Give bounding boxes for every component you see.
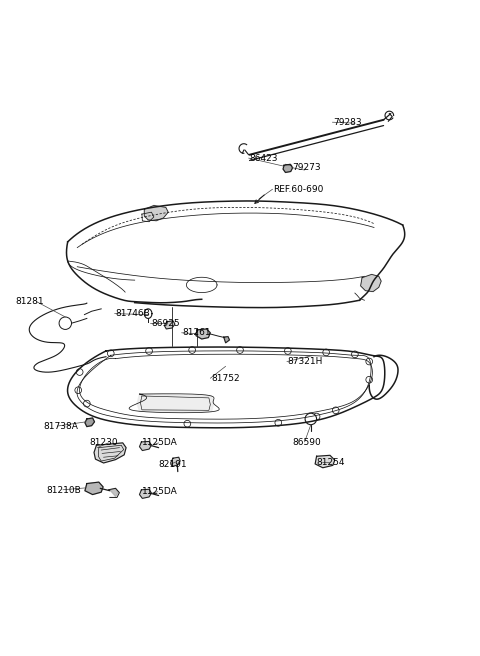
Circle shape: [84, 400, 90, 407]
Polygon shape: [94, 443, 126, 463]
Text: 86590: 86590: [293, 438, 322, 447]
Polygon shape: [140, 441, 152, 451]
Circle shape: [184, 420, 191, 427]
Text: 79273: 79273: [293, 163, 321, 172]
Polygon shape: [315, 455, 335, 468]
Text: 79283: 79283: [333, 117, 362, 127]
Circle shape: [366, 358, 372, 365]
Text: 87321H: 87321H: [288, 357, 323, 366]
Text: REF.60-690: REF.60-690: [274, 185, 324, 194]
Circle shape: [366, 377, 372, 383]
Text: 86925: 86925: [152, 319, 180, 328]
Text: 1125DA: 1125DA: [142, 487, 178, 496]
Polygon shape: [283, 164, 293, 173]
Circle shape: [285, 348, 291, 354]
Text: 81254: 81254: [317, 459, 345, 468]
Circle shape: [313, 413, 320, 420]
Circle shape: [237, 346, 243, 354]
Circle shape: [76, 369, 83, 375]
Text: 86423: 86423: [250, 154, 278, 163]
Circle shape: [351, 351, 358, 358]
Polygon shape: [110, 488, 119, 497]
Polygon shape: [137, 394, 214, 412]
Circle shape: [305, 413, 317, 424]
Polygon shape: [144, 205, 168, 221]
Text: 1125DA: 1125DA: [142, 438, 178, 447]
Text: 81261: 81261: [182, 328, 211, 337]
Circle shape: [189, 346, 195, 354]
Polygon shape: [85, 418, 95, 426]
Polygon shape: [85, 482, 103, 495]
Polygon shape: [196, 329, 210, 339]
Text: 81281: 81281: [15, 297, 44, 306]
Text: 82191: 82191: [158, 460, 187, 469]
Polygon shape: [170, 457, 180, 466]
Polygon shape: [360, 274, 381, 292]
Circle shape: [75, 387, 82, 394]
Text: 81746B: 81746B: [116, 309, 150, 318]
Text: 81210B: 81210B: [46, 486, 81, 495]
Circle shape: [146, 348, 153, 354]
Circle shape: [108, 350, 114, 357]
Circle shape: [323, 349, 329, 356]
Text: 81230: 81230: [89, 438, 118, 447]
Text: 81752: 81752: [211, 374, 240, 382]
Text: 81738A: 81738A: [44, 422, 79, 430]
Circle shape: [275, 419, 282, 426]
Polygon shape: [140, 489, 152, 499]
Polygon shape: [164, 321, 175, 329]
Polygon shape: [224, 337, 229, 343]
Circle shape: [332, 407, 339, 414]
